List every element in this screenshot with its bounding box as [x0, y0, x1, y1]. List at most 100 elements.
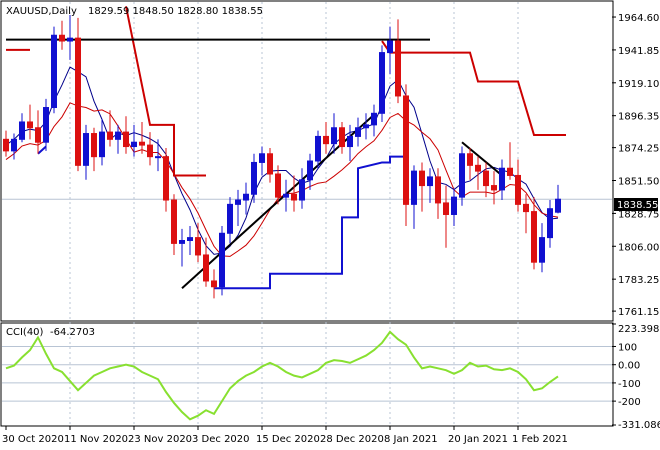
ma-slow-line	[5, 102, 559, 257]
candle-body	[195, 237, 201, 256]
candle-body	[259, 153, 265, 163]
candle-body	[27, 121, 33, 129]
candle-body	[147, 144, 153, 158]
x-tick-label: 23 Nov 2020	[128, 434, 192, 445]
candle-body	[387, 40, 393, 54]
cci-tick-label: -100	[618, 379, 641, 390]
candle-body	[507, 167, 513, 176]
candle-body	[435, 176, 441, 204]
candle-body	[315, 135, 321, 162]
candle-body	[491, 185, 497, 191]
grid-layer	[2, 2, 612, 426]
chart-title: XAUUSD,Daily	[6, 6, 77, 17]
candle-body	[443, 202, 449, 215]
y-tick-label: 1941.85	[618, 46, 659, 57]
y-tick-label: 1896.35	[618, 112, 659, 123]
x-tick-label: 1 Feb 2021	[512, 434, 568, 445]
x-tick-label: 3 Dec 2020	[192, 434, 250, 445]
chart-ohlc: 1829.59 1848.50 1828.80 1838.55	[88, 6, 263, 17]
candle-body	[451, 196, 457, 215]
candle-body	[51, 34, 57, 109]
candle-body	[379, 52, 385, 114]
stop-line-red-2	[381, 40, 566, 136]
candle-body	[187, 237, 193, 241]
candle-body	[371, 112, 377, 126]
candle-body	[395, 40, 401, 97]
candle-body	[67, 37, 73, 42]
candle-body	[219, 232, 225, 288]
candle-body	[307, 160, 313, 181]
candle-body	[3, 138, 9, 152]
cci-panel-frame	[0, 322, 614, 427]
x-tick-label: 11 Nov 2020	[64, 434, 128, 445]
candle-body	[139, 141, 145, 146]
stop-line-red-1	[6, 6, 206, 177]
y-tick-label: 1851.50	[618, 177, 659, 188]
current-price-tag-bg	[614, 198, 658, 211]
cci-line	[5, 330, 559, 421]
candle-body	[267, 153, 273, 175]
cci-tick-label: -331.0861	[618, 420, 660, 431]
candle-body	[251, 161, 257, 195]
y-tick-label: 1919.10	[618, 79, 659, 90]
cci-tick-label: 0.00	[618, 361, 640, 372]
x-tick-label: 28 Dec 2020	[320, 434, 384, 445]
candle-body	[163, 156, 169, 201]
candle-body	[291, 193, 297, 201]
y-tick-label: 1964.60	[618, 13, 659, 24]
candle-body	[83, 133, 89, 166]
candle-body	[131, 141, 137, 148]
candle-body	[179, 240, 185, 244]
candle-body	[11, 138, 17, 152]
stop-line-blue	[37, 145, 406, 290]
candle-body	[427, 176, 433, 187]
candle-body	[171, 199, 177, 244]
candle-body	[123, 131, 129, 148]
candle-body	[107, 131, 113, 140]
candle-body	[155, 156, 161, 159]
cci-tick-label: -200	[618, 397, 641, 408]
candle-body	[35, 127, 41, 143]
candle-body	[419, 170, 425, 187]
candle-body	[331, 127, 337, 145]
overlay-layer	[5, 6, 566, 290]
candle-body	[323, 135, 329, 145]
candle-body	[99, 131, 105, 158]
main-panel-frame	[0, 0, 614, 322]
candle-body	[347, 135, 353, 148]
candle-layer	[3, 15, 561, 299]
candle-body	[19, 121, 25, 140]
candle-body	[275, 173, 281, 198]
x-tick-label: 20 Jan 2021	[448, 434, 508, 445]
candle-body	[211, 280, 217, 288]
y-tick-label: 1828.75	[618, 209, 659, 220]
candle-body	[531, 211, 537, 263]
cci-value: -64.2703	[50, 327, 95, 338]
candle-body	[235, 199, 241, 205]
candle-body	[355, 127, 361, 137]
candle-body	[43, 107, 49, 143]
candle-body	[403, 95, 409, 205]
down-trendline	[461, 141, 503, 177]
candle-body	[411, 170, 417, 205]
candle-body	[475, 164, 481, 172]
cci-tick-label: 100	[618, 342, 637, 353]
candle-body	[483, 170, 489, 187]
candle-body	[547, 208, 553, 239]
candle-body	[499, 167, 505, 191]
candle-body	[363, 124, 369, 129]
candle-body	[539, 237, 545, 263]
candle-body	[339, 127, 345, 148]
cci-layer	[5, 330, 559, 421]
candle-body	[227, 203, 233, 234]
candle-body	[555, 198, 561, 213]
cci-tick-label: 223.3982	[618, 324, 660, 335]
axis-layer: 1964.60 1941.85 1919.10 1896.35 1874.25 1851.…	[2, 13, 660, 445]
candle-body	[523, 203, 529, 213]
candle-body	[75, 37, 81, 166]
candle-body	[203, 254, 209, 282]
y-tick-label: 1874.25	[618, 144, 659, 155]
x-tick-label: 8 Jan 2021	[384, 434, 438, 445]
